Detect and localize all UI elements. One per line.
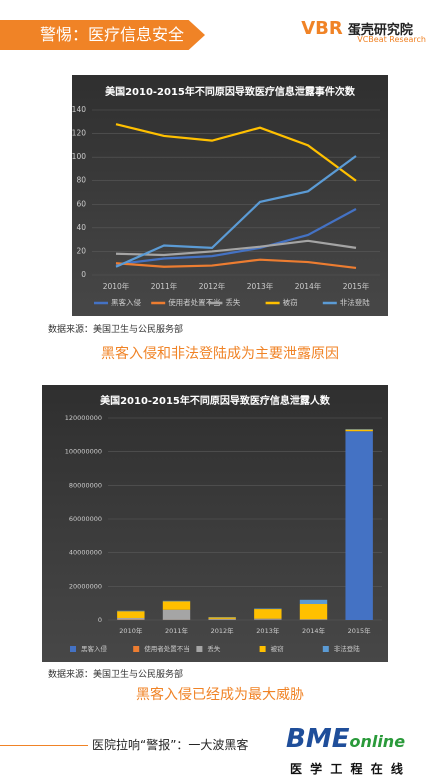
bar-segment: [117, 611, 145, 618]
data-source: 数据来源：美国卫生与公民服务部: [48, 670, 184, 680]
bar-segment: [345, 429, 373, 432]
x-tick-label: 2012年: [199, 281, 226, 291]
bar-segment: [254, 618, 282, 620]
bar-segment: [299, 599, 328, 605]
x-tick-label: 2011年: [165, 626, 189, 635]
legend-label: 被窃: [271, 644, 285, 653]
y-tick-label: 80: [76, 176, 86, 185]
logo-bme: BME: [286, 724, 350, 754]
y-tick-label: 40000000: [69, 549, 102, 557]
x-tick-label: 2015年: [348, 626, 372, 635]
chart-title: 美国2010-2015年不同原因导致医疗信息泄露人数: [100, 394, 331, 407]
logo-sub: VCBeat Research: [357, 35, 426, 44]
footer-line: [0, 745, 88, 746]
bar-segment: [345, 429, 373, 430]
y-tick-label: 120000000: [65, 414, 102, 422]
bar-segment: [208, 617, 236, 619]
x-tick-label: 2013年: [247, 281, 274, 291]
legend-swatch: [259, 646, 266, 652]
legend-swatch: [133, 646, 140, 652]
logo: VBR 蛋壳研究院 VCBeat Research: [301, 18, 426, 44]
bar-segment: [162, 609, 191, 620]
series-line: [115, 239, 357, 257]
chart-title: 美国2010-2015年不同原因导致医疗信息泄露事件次数: [105, 85, 356, 98]
legend-label: 被窃: [283, 297, 298, 307]
bar-segment: [345, 431, 373, 620]
footer-logo: BMEonline: [286, 724, 405, 754]
y-tick-label: 20: [76, 246, 86, 255]
legend-label: 使用者处置不当: [168, 297, 221, 307]
y-tick-label: 40: [76, 223, 86, 232]
legend-label: 非法登陆: [334, 644, 361, 653]
legend-label: 非法登陆: [340, 297, 370, 307]
y-tick-label: 140: [72, 105, 87, 114]
footer-logo-sub: 医 学 工 程 在 线: [290, 762, 405, 776]
series-line: [115, 123, 357, 182]
legend-label: 丢失: [225, 297, 240, 307]
legend-label: 丢失: [207, 644, 221, 653]
y-tick-label: 0: [98, 616, 102, 624]
bar-segment: [299, 604, 328, 620]
y-tick-label: 60: [76, 199, 86, 208]
chart-background: [42, 385, 388, 662]
series-line: [115, 258, 357, 270]
series-line: [115, 208, 357, 266]
header-banner: 警惕：医疗信息安全: [0, 20, 205, 50]
x-tick-label: 2011年: [151, 281, 178, 291]
y-tick-label: 20000000: [69, 582, 102, 590]
x-tick-label: 2014年: [302, 626, 326, 635]
bar-segment: [254, 608, 282, 610]
logo-online: online: [349, 732, 406, 751]
x-tick-label: 2012年: [211, 626, 235, 635]
y-tick-label: 120: [72, 129, 87, 138]
x-tick-label: 2014年: [295, 281, 322, 291]
x-tick-label: 2013年: [256, 626, 280, 635]
bar-segment: [254, 609, 282, 619]
x-tick-label: 2010年: [119, 626, 143, 635]
legend-label: 黑客入侵: [81, 644, 108, 653]
x-tick-label: 2010年: [103, 281, 130, 291]
caption: 黑客入侵已经成为最大威胁: [136, 687, 304, 703]
legend-label: 黑客入侵: [111, 297, 141, 307]
bar-segment: [117, 610, 145, 612]
legend-swatch: [322, 646, 329, 652]
y-tick-label: 0: [81, 270, 86, 279]
bar-segment: [208, 618, 236, 620]
legend-swatch: [196, 646, 203, 652]
caption: 黑客入侵和非法登陆成为主要泄露原因: [101, 346, 339, 362]
bar-segment: [117, 617, 145, 620]
chart-background: [72, 75, 388, 316]
data-source: 数据来源：美国卫生与公民服务部: [48, 325, 184, 335]
bar-segment: [162, 601, 191, 610]
series-line: [115, 155, 357, 268]
bar-segment: [299, 619, 328, 620]
x-tick-label: 2015年: [343, 281, 370, 291]
y-tick-label: 100: [72, 152, 87, 161]
logo-mark: VBR: [301, 18, 343, 39]
legend-label: 使用者处置不当: [144, 644, 190, 653]
legend-swatch: [70, 646, 76, 652]
y-tick-label: 60000000: [69, 515, 102, 523]
logo-name: 蛋壳研究院: [347, 23, 413, 38]
bar-segment: [162, 600, 191, 602]
y-tick-label: 100000000: [65, 448, 102, 456]
footer-text: 医院拉响“警报”：一大波黑客: [92, 738, 249, 752]
y-tick-label: 80000000: [69, 481, 102, 489]
